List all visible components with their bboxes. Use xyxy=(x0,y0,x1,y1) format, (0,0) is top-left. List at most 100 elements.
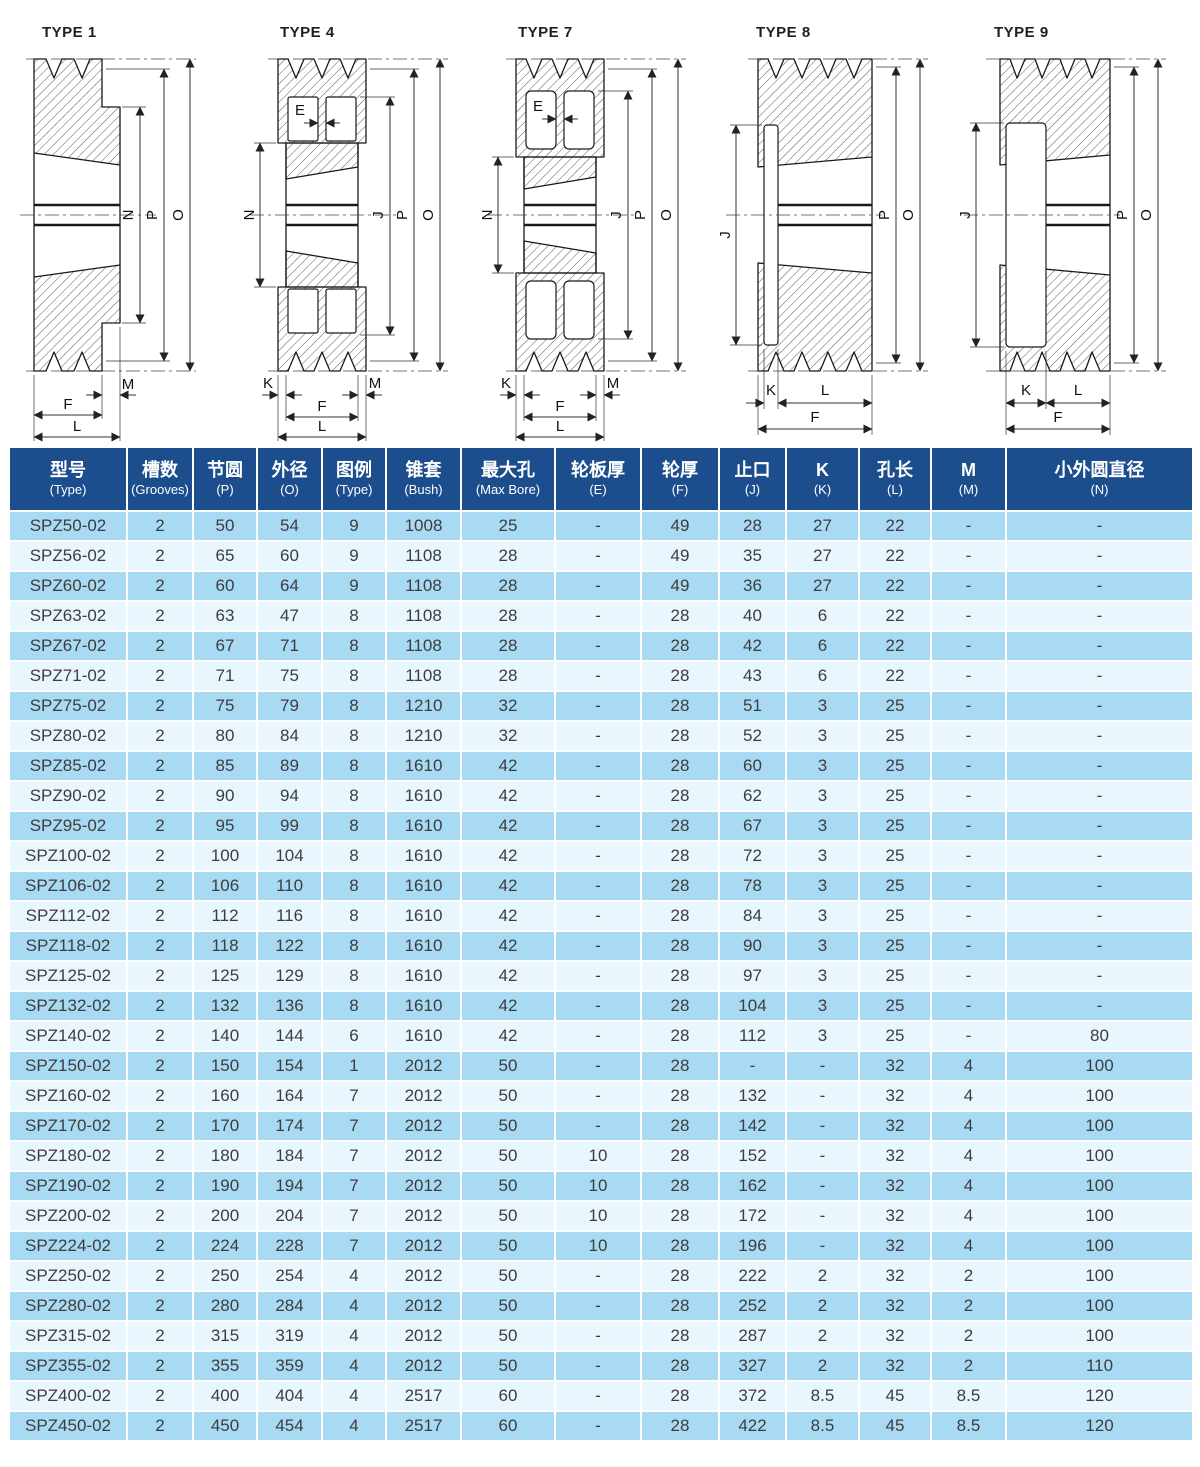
cell: 6 xyxy=(321,1020,387,1052)
cell: 1210 xyxy=(385,720,462,752)
cell: 8 xyxy=(321,600,387,632)
cell: 1210 xyxy=(385,690,462,722)
cell: 6 xyxy=(785,660,860,692)
cell: 28 xyxy=(640,960,720,992)
cell: 2 xyxy=(126,540,194,572)
cell: 25 xyxy=(858,870,932,902)
cell: 71 xyxy=(256,630,323,662)
cell: - xyxy=(1005,750,1194,782)
table-row: SPZ190-02 2 190 194 7 2012 50 10 28 162-32 4 100 xyxy=(8,1170,1194,1202)
cell: - xyxy=(554,1290,642,1322)
cell: 2 xyxy=(785,1260,860,1292)
cell: 4 xyxy=(321,1320,387,1352)
cell: - xyxy=(930,780,1007,812)
cell: 45 xyxy=(858,1380,932,1412)
table-row: SPZ90-02 2 90 94 8 1610 42-28 62 3 25- - xyxy=(8,780,1194,812)
cell: 1610 xyxy=(385,840,462,872)
cell: 1610 xyxy=(385,750,462,782)
cell: 32 xyxy=(858,1260,932,1292)
col-figure-type: 图例 (Type) xyxy=(321,446,387,512)
cell: 22 xyxy=(858,510,932,542)
cell: 25 xyxy=(858,960,932,992)
cell: 106 xyxy=(192,870,258,902)
cell: 1610 xyxy=(385,900,462,932)
cell: 42 xyxy=(460,990,556,1022)
cell: 32 xyxy=(858,1200,932,1232)
cell: 9 xyxy=(321,510,387,542)
cell: SPZ100-02 xyxy=(8,840,128,872)
cell: 50 xyxy=(460,1350,556,1382)
cell: 49 xyxy=(640,510,720,542)
cell: 100 xyxy=(1005,1260,1194,1292)
cell: 42 xyxy=(460,960,556,992)
cell: 28 xyxy=(460,570,556,602)
cell: 4 xyxy=(321,1380,387,1412)
cell: 327 xyxy=(718,1350,787,1382)
cell: 25 xyxy=(858,930,932,962)
cell: 1108 xyxy=(385,660,462,692)
cell: 1 xyxy=(321,1050,387,1082)
cell: 27 xyxy=(785,540,860,572)
cell: 51 xyxy=(718,690,787,722)
cell: 80 xyxy=(192,720,258,752)
cell: - xyxy=(1005,600,1194,632)
cell: 3 xyxy=(785,960,860,992)
cell: 28 xyxy=(640,1170,720,1202)
cell: 8 xyxy=(321,690,387,722)
cell: 204 xyxy=(256,1200,323,1232)
cell: - xyxy=(930,960,1007,992)
cell: SPZ190-02 xyxy=(8,1170,128,1202)
cell: - xyxy=(1005,510,1194,542)
cell: 28 xyxy=(640,900,720,932)
cell: SPZ355-02 xyxy=(8,1350,128,1382)
cell: 28 xyxy=(640,840,720,872)
cell: SPZ224-02 xyxy=(8,1230,128,1262)
cell: 404 xyxy=(256,1380,323,1412)
cell: 67 xyxy=(192,630,258,662)
cell: 2517 xyxy=(385,1410,462,1442)
cell: 2 xyxy=(126,870,194,902)
col-pitch-diameter: 节圆 (P) xyxy=(192,446,258,512)
cell: 10 xyxy=(554,1230,642,1262)
cell: 1008 xyxy=(385,510,462,542)
cell: 10 xyxy=(554,1140,642,1172)
table-row: SPZ106-02 2 106 110 8 1610 42-28 78 3 25- - xyxy=(8,870,1194,902)
cell: 2 xyxy=(126,1290,194,1322)
cell: 75 xyxy=(256,660,323,692)
cell: 8 xyxy=(321,720,387,752)
cell: - xyxy=(554,600,642,632)
cell: 72 xyxy=(718,840,787,872)
cell: SPZ132-02 xyxy=(8,990,128,1022)
cell: 28 xyxy=(640,1380,720,1412)
cell: 90 xyxy=(718,930,787,962)
dim-label-p: P xyxy=(394,210,411,220)
cell: SPZ280-02 xyxy=(8,1290,128,1322)
cell: 2 xyxy=(126,1170,194,1202)
table-row: SPZ200-02 2 200 204 7 2012 50 10 28 172-32 4 100 xyxy=(8,1200,1194,1232)
cell: 8 xyxy=(321,870,387,902)
cell: - xyxy=(930,600,1007,632)
cell: 97 xyxy=(718,960,787,992)
cell: 140 xyxy=(192,1020,258,1052)
cell: - xyxy=(554,570,642,602)
cell: 154 xyxy=(256,1050,323,1082)
figure-type-9: TYPE 9 J P O xyxy=(958,24,1194,446)
cell: 28 xyxy=(640,1110,720,1142)
figure-type-8: TYPE 8 J P O xyxy=(720,24,956,446)
cell: SPZ200-02 xyxy=(8,1200,128,1232)
cell: 25 xyxy=(858,990,932,1022)
cell: 22 xyxy=(858,660,932,692)
cell: - xyxy=(1005,810,1194,842)
cell: 7 xyxy=(321,1230,387,1262)
cell: 60 xyxy=(460,1380,556,1412)
cell: 50 xyxy=(460,1080,556,1112)
cell: 3 xyxy=(785,780,860,812)
cell: SPZ71-02 xyxy=(8,660,128,692)
cell: 164 xyxy=(256,1080,323,1112)
cell: - xyxy=(1005,930,1194,962)
dim-label-p: P xyxy=(876,210,893,220)
cell: 2 xyxy=(126,990,194,1022)
cell: SPZ118-02 xyxy=(8,930,128,962)
cell: - xyxy=(930,510,1007,542)
cell: - xyxy=(785,1140,860,1172)
